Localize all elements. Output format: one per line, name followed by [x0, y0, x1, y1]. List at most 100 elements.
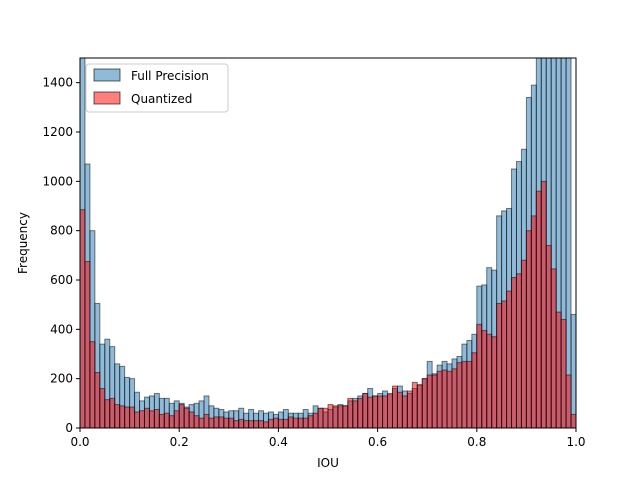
bar-quantized	[153, 409, 160, 428]
bar-quantized	[317, 407, 324, 428]
bar-quantized	[506, 290, 513, 428]
bar-quantized	[476, 323, 483, 428]
bar-quantized	[486, 333, 493, 428]
bar-quantized	[530, 215, 537, 428]
bar-quantized	[401, 395, 408, 428]
bar-quantized	[382, 395, 389, 428]
bar-quantized	[411, 381, 418, 428]
bar-quantized	[114, 404, 121, 428]
bar-quantized	[253, 420, 260, 428]
bar-quantized	[461, 360, 468, 428]
y-axis-label: Frequency	[16, 212, 30, 274]
bar-quantized	[451, 368, 458, 428]
bar-quantized	[94, 372, 101, 428]
bar-quantized	[555, 311, 562, 428]
legend-label-full-precision: Full Precision	[131, 69, 209, 83]
bar-full-precision	[570, 314, 576, 428]
bar-quantized	[560, 318, 567, 428]
legend-swatch-full-precision	[93, 68, 121, 82]
bar-quantized	[99, 388, 106, 428]
y-tick-label: 400	[50, 322, 73, 336]
bar-quantized	[307, 415, 314, 428]
bar-quantized	[213, 416, 220, 428]
bar-quantized	[139, 410, 145, 428]
legend-label-quantized: Quantized	[131, 92, 192, 106]
bar-quantized	[421, 378, 428, 428]
bar-quantized	[248, 420, 255, 428]
x-tick-label: 0.4	[269, 435, 288, 449]
bar-quantized	[233, 420, 240, 428]
y-tick-label: 600	[50, 273, 73, 287]
bar-quantized	[173, 410, 180, 428]
y-tick-label: 1200	[42, 125, 73, 139]
bar-quantized	[535, 190, 542, 428]
x-tick-label: 1.0	[566, 435, 585, 449]
bar-quantized	[337, 405, 344, 428]
bar-quantized	[372, 395, 379, 428]
bar-quantized	[396, 391, 403, 428]
bar-quantized	[218, 416, 225, 428]
bar-quantized	[342, 405, 349, 428]
bar-quantized	[496, 302, 503, 428]
bar-quantized	[511, 277, 517, 428]
bar-quantized	[292, 417, 299, 428]
y-tick-label: 0	[65, 421, 73, 435]
bar-quantized	[198, 417, 205, 428]
bar-quantized	[228, 417, 235, 428]
bar-quantized	[89, 341, 96, 428]
x-tick-label: 0.6	[368, 435, 387, 449]
bar-quantized	[352, 400, 359, 428]
bar-quantized	[168, 415, 175, 428]
bar-quantized	[287, 416, 294, 428]
y-tick-label: 800	[50, 224, 73, 238]
bar-quantized	[406, 390, 413, 428]
bar-quantized	[332, 405, 339, 428]
bar-quantized	[109, 397, 116, 428]
bar-full-precision	[565, 58, 572, 428]
bar-quantized	[143, 407, 150, 428]
bar-quantized	[134, 411, 141, 428]
bar-quantized	[550, 268, 557, 428]
bar-quantized	[515, 273, 522, 428]
x-tick-label: 0.8	[467, 435, 486, 449]
legend-box	[85, 63, 229, 113]
bar-quantized	[441, 369, 448, 428]
bar-quantized	[80, 209, 86, 428]
bar-quantized	[188, 411, 195, 428]
bar-quantized	[158, 413, 165, 428]
plot-frame	[79, 57, 577, 429]
bar-quantized	[362, 392, 369, 428]
bar-quantized	[203, 413, 210, 428]
bar-quantized	[466, 360, 473, 428]
bar-quantized	[148, 410, 155, 428]
bar-quantized	[471, 352, 478, 428]
bar-quantized	[104, 399, 111, 428]
x-tick-label: 0.2	[170, 435, 189, 449]
bar-quantized	[267, 418, 274, 428]
bar-quantized	[277, 418, 284, 428]
legend: Full Precision Quantized	[85, 63, 229, 113]
bar-quantized	[84, 261, 91, 428]
bar-quantized	[178, 404, 185, 428]
bar-quantized	[272, 417, 279, 428]
bar-quantized	[347, 397, 354, 428]
bar-quantized	[183, 407, 190, 428]
bar-quantized	[540, 180, 547, 428]
bar-quantized	[208, 417, 215, 428]
bar-quantized	[282, 418, 289, 428]
bar-quantized	[367, 396, 374, 428]
bar-quantized	[163, 412, 170, 428]
bar-quantized	[312, 412, 319, 428]
bar-quantized	[387, 392, 393, 428]
bar-quantized	[223, 417, 230, 428]
bar-quantized	[357, 397, 364, 428]
x-axis-label: IOU	[317, 456, 339, 470]
y-tick-label: 1000	[42, 174, 73, 188]
bar-quantized	[446, 370, 453, 428]
bar-quantized	[491, 336, 498, 428]
bar-quantized	[436, 370, 443, 428]
x-tick-label: 0.0	[70, 435, 89, 449]
legend-swatch-quantized	[93, 91, 121, 105]
bar-quantized	[129, 406, 136, 428]
